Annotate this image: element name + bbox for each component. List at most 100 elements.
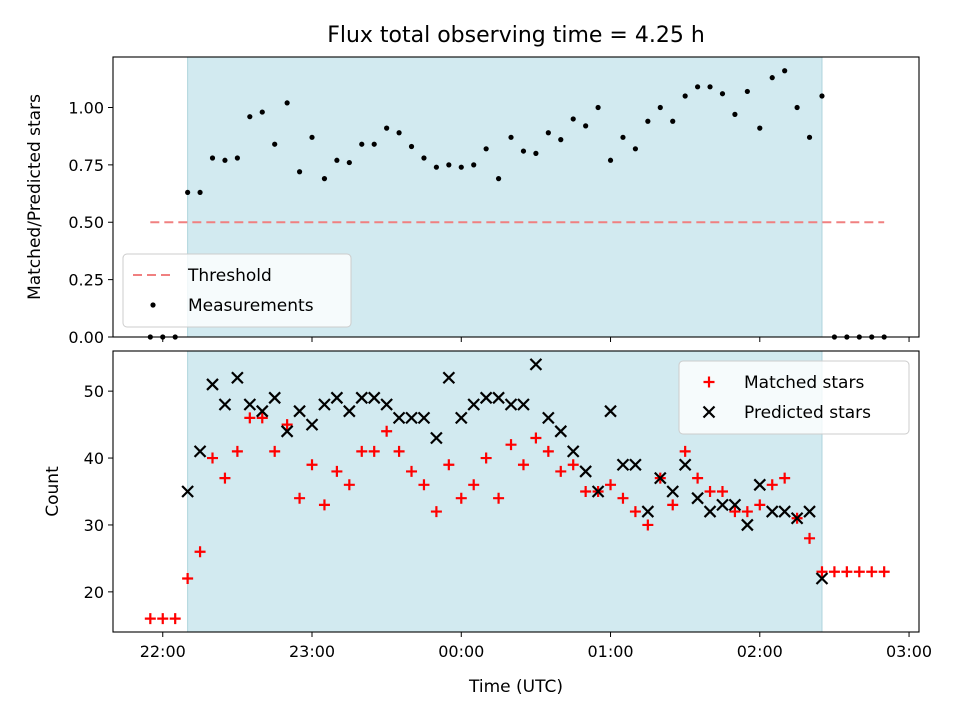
data-point: [728, 498, 742, 512]
data-point: [555, 465, 567, 477]
legend-label: Measurements: [188, 296, 314, 316]
data-point: [595, 104, 601, 111]
data-point: [732, 111, 738, 117]
data-point: [218, 398, 232, 411]
data-point: [806, 134, 813, 140]
data-point: [641, 505, 655, 518]
data-point: [483, 146, 489, 152]
y-axis-label: Matched/Predicted stars: [25, 94, 45, 300]
data-point: [306, 459, 318, 471]
y-tick-label: 0.75: [68, 156, 104, 175]
data-point: [504, 398, 518, 411]
data-point: [790, 511, 804, 525]
data-point: [769, 75, 775, 81]
data-point: [318, 398, 331, 411]
data-point: [616, 458, 630, 472]
data-point: [467, 398, 480, 411]
y-tick-label: 40: [84, 449, 104, 468]
data-point: [567, 459, 579, 471]
data-point: [144, 613, 156, 625]
data-point: [617, 492, 629, 504]
data-point: [804, 532, 816, 544]
data-point: [356, 445, 368, 457]
data-point: [380, 398, 393, 411]
data-point: [505, 439, 517, 451]
y-axis-label: Count: [43, 466, 63, 517]
data-point: [566, 445, 580, 458]
data-point: [393, 445, 405, 457]
data-point: [334, 157, 340, 163]
data-point: [707, 84, 713, 90]
data-point: [529, 358, 543, 371]
data-point: [209, 155, 216, 161]
legend-box: [122, 253, 352, 328]
chart-title: Flux total observing time = 4.25 h: [327, 23, 705, 48]
data-point: [815, 572, 829, 585]
data-point: [346, 159, 352, 166]
data-point: [679, 445, 691, 457]
data-point: [779, 472, 791, 484]
data-point: [433, 164, 439, 170]
data-point: [492, 391, 505, 405]
data-point: [471, 162, 477, 168]
data-point: [766, 479, 778, 491]
data-point: [816, 566, 828, 578]
data-point: [530, 432, 542, 444]
data-point: [545, 130, 551, 136]
data-point: [296, 169, 303, 175]
legend: Matched stars Predicted stars: [678, 360, 910, 435]
data-point: [269, 445, 281, 457]
data-point: [667, 499, 679, 511]
data-point: [579, 465, 592, 478]
data-point: [716, 486, 728, 497]
data-point: [694, 84, 701, 90]
data-point: [244, 412, 256, 424]
data-point: [193, 445, 207, 458]
data-point: [782, 68, 788, 74]
x-tick-label: 23:00: [289, 642, 335, 661]
y-tick-label: 0.50: [68, 213, 104, 232]
x-tick-label: 22:00: [140, 642, 186, 661]
data-point: [803, 505, 816, 518]
data-point: [181, 485, 194, 498]
data-point: [605, 479, 617, 491]
data-point: [468, 479, 480, 491]
y-tick-label: 20: [84, 583, 104, 602]
data-point: [542, 445, 554, 457]
legend-swatch: [150, 302, 156, 308]
x-tick-label: 02:00: [737, 642, 783, 661]
data-point: [716, 498, 729, 512]
data-point: [765, 505, 779, 518]
data-point: [620, 134, 626, 140]
data-point: [517, 398, 530, 411]
data-point: [654, 471, 667, 485]
data-point: [169, 613, 181, 625]
data-point: [741, 506, 753, 518]
data-point: [657, 104, 663, 111]
data-point: [243, 398, 257, 411]
data-point: [542, 411, 555, 425]
data-point: [194, 546, 206, 558]
data-point: [359, 141, 365, 147]
data-point: [666, 485, 679, 498]
x-tick-label: 00:00: [438, 642, 484, 661]
data-point: [408, 143, 415, 150]
legend-label: Matched stars: [744, 373, 864, 393]
data-point: [632, 146, 639, 152]
data-point: [381, 425, 393, 437]
data-point: [318, 499, 330, 511]
data-point: [580, 486, 592, 497]
data-point: [454, 411, 468, 425]
y-tick-label: 1.00: [68, 98, 104, 117]
data-point: [343, 479, 355, 491]
data-point: [678, 458, 692, 472]
data-point: [280, 425, 294, 438]
data-point: [185, 189, 191, 196]
data-point: [293, 404, 306, 418]
data-point: [479, 391, 493, 405]
data-point: [234, 155, 240, 161]
data-point: [294, 492, 306, 504]
data-point: [284, 100, 290, 106]
data-point: [430, 431, 443, 445]
y-tick-label: 0.25: [68, 271, 104, 290]
